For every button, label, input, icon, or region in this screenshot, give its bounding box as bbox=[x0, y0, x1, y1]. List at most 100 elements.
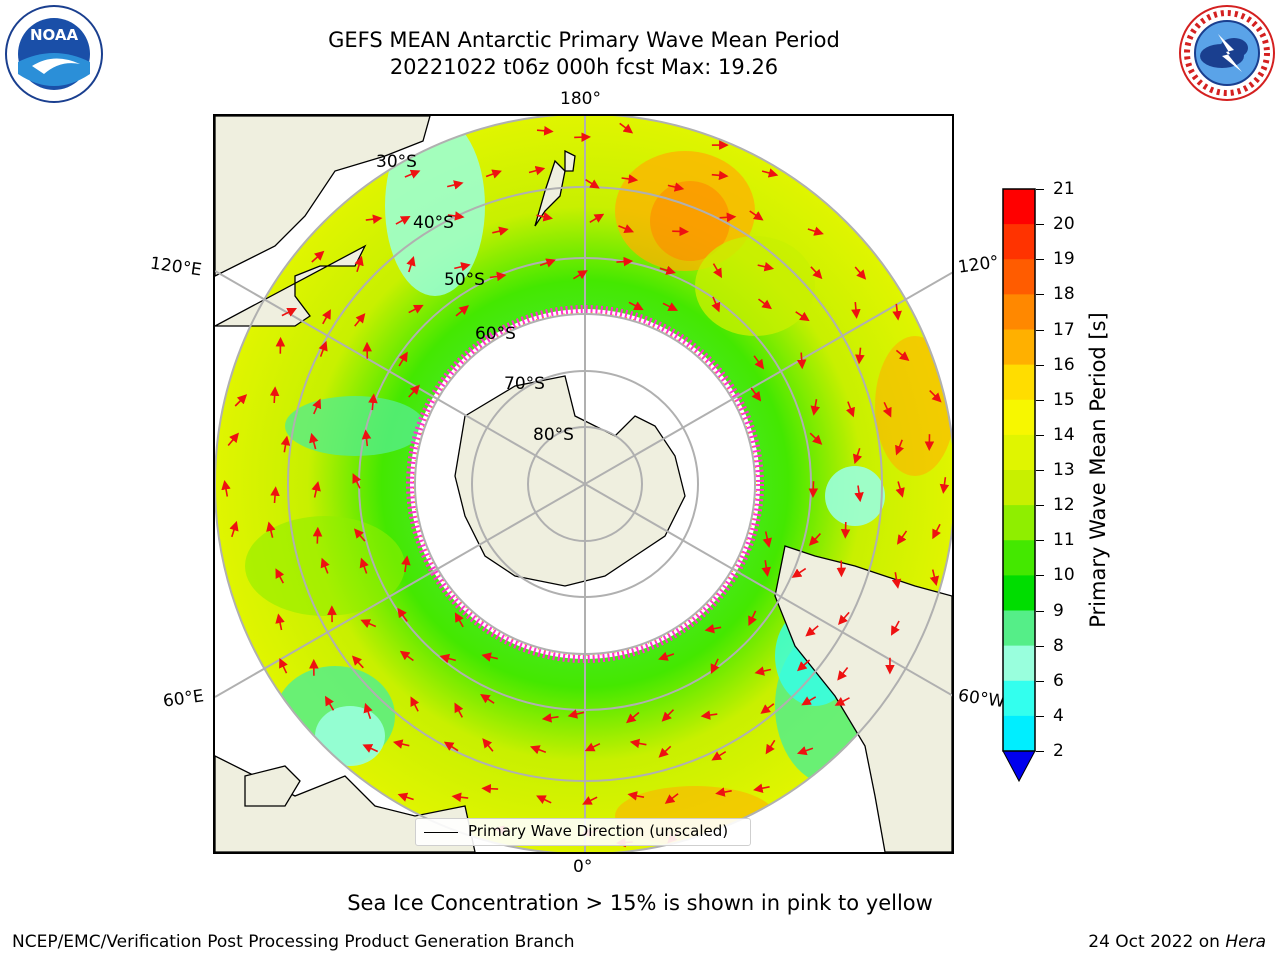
wave-arrow bbox=[481, 783, 499, 794]
wave-arrow bbox=[536, 212, 554, 222]
svg-text:NOAA: NOAA bbox=[30, 26, 79, 44]
colorbar-label: Primary Wave Mean Period [s] bbox=[1086, 312, 1110, 628]
wave-arrow bbox=[807, 226, 824, 236]
wave-arrow bbox=[664, 793, 679, 804]
colorbar-segment bbox=[1003, 399, 1035, 436]
colorbar-segment bbox=[1003, 610, 1035, 647]
map-subtitle: 20221022 t06z 000h fcst Max: 19.26 bbox=[389, 55, 779, 79]
colorbar-segment bbox=[1003, 470, 1035, 506]
wave-arrow bbox=[765, 739, 776, 755]
wave-arrow bbox=[584, 742, 601, 752]
colorbar-tick-mark bbox=[1036, 224, 1044, 226]
wave-arrow bbox=[365, 214, 383, 224]
wave-arrow bbox=[809, 432, 823, 445]
colorbar-segment bbox=[1003, 575, 1035, 611]
colorbar-segment bbox=[1003, 224, 1035, 260]
sea-ice-note: Sea Ice Concentration > 15% is shown in … bbox=[347, 891, 933, 915]
legend-line-swatch bbox=[424, 832, 458, 833]
wave-arrow bbox=[700, 710, 718, 720]
wave-arrow bbox=[454, 262, 471, 272]
wave-arrow bbox=[719, 212, 737, 223]
wave-arrow bbox=[895, 349, 910, 362]
wave-arrow bbox=[882, 401, 892, 418]
wave-arrow bbox=[482, 738, 494, 752]
wave-arrow bbox=[408, 384, 420, 398]
colorbar-tick-label: 12 bbox=[1053, 495, 1075, 516]
wave-arrow bbox=[404, 169, 421, 179]
wave-arrow bbox=[397, 792, 414, 802]
wave-arrow bbox=[567, 709, 585, 719]
wave-arrow bbox=[837, 667, 849, 681]
wave-arrow bbox=[808, 533, 821, 546]
colorbar-tick-mark bbox=[1036, 189, 1044, 190]
wave-arrow bbox=[852, 447, 863, 465]
wave-arrow bbox=[658, 651, 675, 661]
wave-arrow bbox=[589, 213, 605, 223]
lat-label-80s: 80°S bbox=[533, 425, 574, 445]
map-legend: Primary Wave Direction (unscaled) bbox=[415, 818, 751, 846]
wave-arrow bbox=[932, 523, 941, 540]
wave-arrow bbox=[354, 255, 364, 273]
map-title: GEFS MEAN Antarctic Primary Wave Mean Pe… bbox=[328, 28, 840, 52]
wave-arrow bbox=[760, 703, 775, 714]
colorbar-tick-mark bbox=[1036, 364, 1044, 366]
colorbar-tick-mark bbox=[1036, 470, 1044, 471]
colorbar-tick-label: 16 bbox=[1053, 354, 1075, 375]
wave-arrow bbox=[810, 399, 820, 416]
colorbar-tick-label: 14 bbox=[1053, 424, 1075, 445]
lat-label-40s: 40°S bbox=[413, 213, 454, 233]
wave-direction-arrows bbox=[221, 122, 950, 848]
wave-arrow bbox=[363, 702, 373, 719]
colorbar-tick-mark bbox=[1036, 715, 1044, 717]
colorbar-tick-label: 20 bbox=[1053, 214, 1075, 235]
wave-arrow bbox=[270, 486, 280, 504]
lon-label-60w: 60°W bbox=[956, 685, 1007, 713]
colorbar-tick-label: 18 bbox=[1053, 284, 1075, 305]
wave-arrow bbox=[399, 650, 414, 662]
wave-arrow bbox=[796, 746, 814, 756]
colorbar-tick-label: 17 bbox=[1053, 319, 1075, 340]
wave-arrow bbox=[845, 401, 855, 418]
land-masses bbox=[215, 116, 952, 852]
colorbar-segment bbox=[1003, 329, 1035, 366]
wave-arrow bbox=[710, 658, 720, 674]
wave-arrow bbox=[796, 352, 807, 370]
wave-arrow bbox=[758, 298, 772, 310]
wave-arrow bbox=[536, 126, 554, 136]
wave-arrow bbox=[439, 653, 457, 664]
colorbar-tick-mark bbox=[1036, 751, 1044, 752]
wave-arrow bbox=[354, 313, 366, 327]
colorbar-tick-label: 11 bbox=[1053, 530, 1075, 551]
lat-label-60s: 60°S bbox=[475, 324, 516, 344]
wave-arrow bbox=[280, 435, 291, 453]
lat-label-50s: 50°S bbox=[444, 270, 485, 290]
wave-arrow bbox=[895, 481, 905, 498]
wave-arrow bbox=[447, 180, 464, 190]
wave-arrow bbox=[749, 210, 764, 221]
wave-arrow bbox=[659, 265, 676, 275]
wave-arrow bbox=[398, 351, 408, 367]
colorbar-tick-mark bbox=[1036, 645, 1044, 647]
footer-host: Hera bbox=[1225, 932, 1266, 952]
wave-arrow bbox=[353, 528, 366, 542]
colorbar-segment bbox=[1003, 434, 1035, 471]
wave-arrow bbox=[761, 560, 772, 577]
wave-arrow bbox=[447, 211, 465, 221]
colorbar-segment bbox=[1003, 259, 1035, 295]
wave-arrow bbox=[711, 751, 727, 761]
wave-arrow bbox=[229, 520, 239, 538]
wave-arrow bbox=[628, 301, 644, 311]
colorbar-tick-mark bbox=[1036, 399, 1044, 401]
wave-arrow bbox=[750, 387, 762, 402]
wave-arrow bbox=[711, 296, 721, 313]
colorbar-tick-mark bbox=[1036, 610, 1044, 612]
wave-arrow bbox=[711, 170, 729, 181]
colorbar-tick-label: 8 bbox=[1053, 635, 1064, 656]
wave-arrow bbox=[892, 303, 902, 321]
colorbar-tick-mark bbox=[1036, 434, 1044, 436]
noaa-logo: NOAA bbox=[4, 4, 104, 104]
wave-arrow bbox=[443, 741, 459, 752]
wave-arrow bbox=[667, 182, 685, 192]
colorbar-segment bbox=[1003, 189, 1035, 225]
wave-arrow bbox=[810, 266, 823, 280]
